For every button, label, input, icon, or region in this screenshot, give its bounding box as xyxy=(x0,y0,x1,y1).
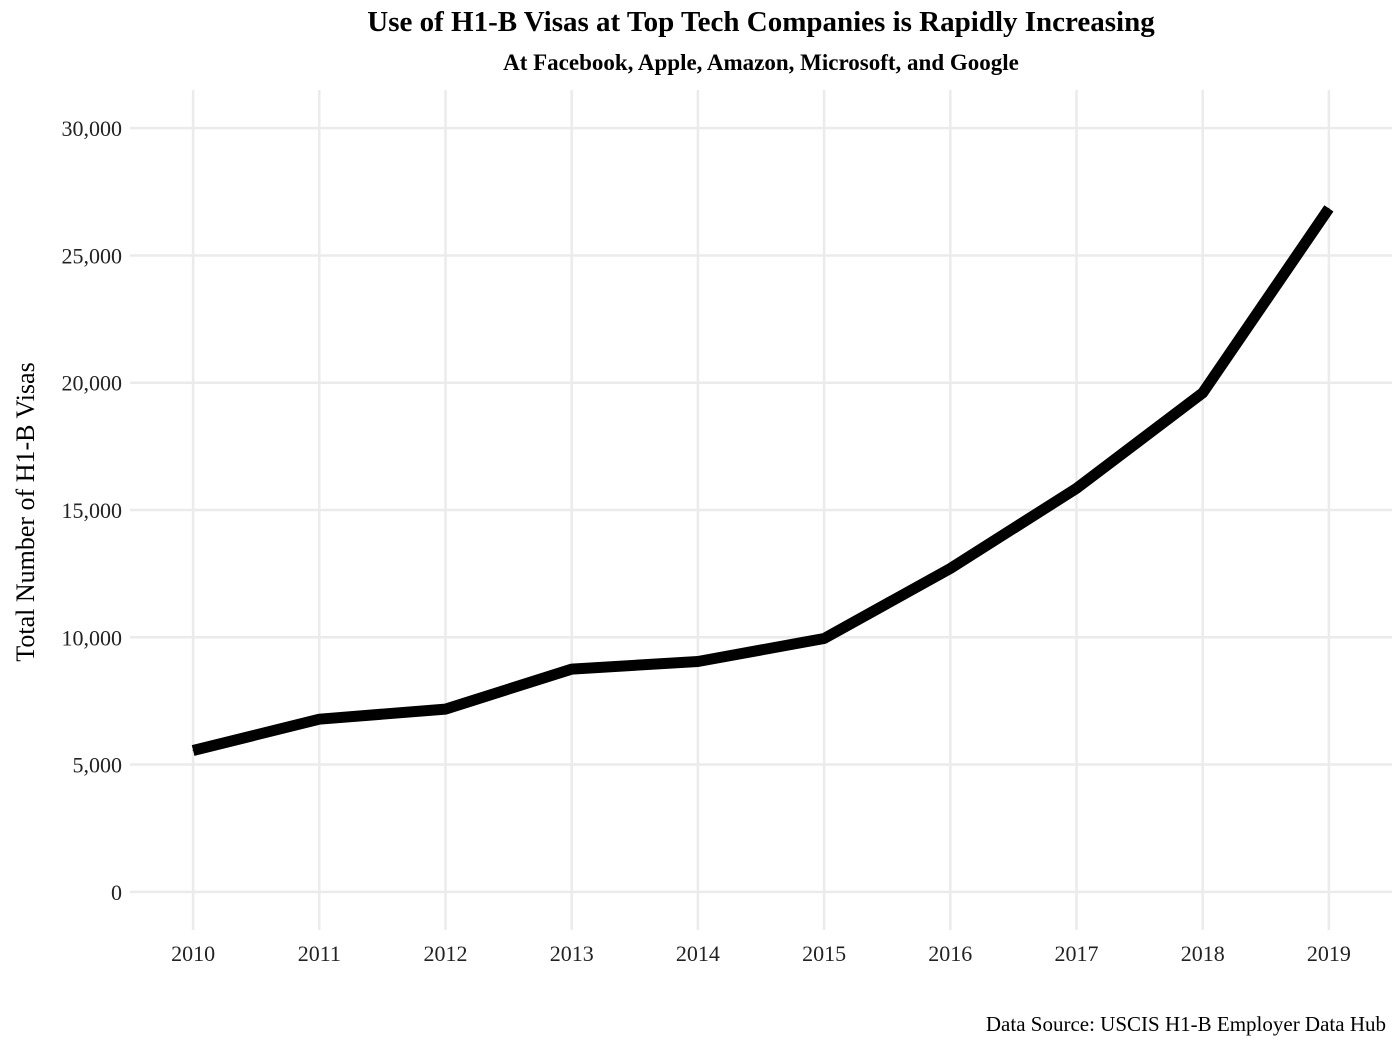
grid-layer xyxy=(130,90,1392,930)
data-point xyxy=(949,568,951,570)
data-point xyxy=(571,668,573,670)
data-point xyxy=(318,718,320,720)
series-line xyxy=(191,205,1334,756)
x-tick-label: 2012 xyxy=(424,941,468,966)
y-axis-label: Total Number of H1-B Visas xyxy=(11,362,40,661)
y-tick-label: 0 xyxy=(111,880,122,905)
x-tick-label: 2017 xyxy=(1055,941,1099,966)
chart-subtitle: At Facebook, Apple, Amazon, Microsoft, a… xyxy=(503,50,1019,75)
data-point xyxy=(1076,487,1077,489)
y-tick-label: 25,000 xyxy=(62,243,123,268)
x-axis-ticks: 2010 2011 2012 2013 2014 2015 2016 2017 2018 2019 xyxy=(171,941,1351,966)
y-axis-ticks: 0 5,000 10,000 15,000 20,000 25,000 30,000 xyxy=(62,116,123,905)
data-point xyxy=(823,638,825,640)
x-tick-label: 2013 xyxy=(550,941,594,966)
y-tick-label: 20,000 xyxy=(62,371,123,396)
y-tick-label: 5,000 xyxy=(73,753,123,778)
x-tick-label: 2019 xyxy=(1307,941,1351,966)
x-tick-label: 2018 xyxy=(1181,941,1225,966)
x-tick-label: 2010 xyxy=(171,941,215,966)
y-tick-label: 30,000 xyxy=(62,116,123,141)
line-layer xyxy=(191,205,1334,756)
data-point xyxy=(445,708,446,710)
y-tick-label: 15,000 xyxy=(62,498,123,523)
data-point xyxy=(1328,207,1330,209)
x-tick-label: 2016 xyxy=(928,941,972,966)
chart-title: Use of H1-B Visas at Top Tech Companies … xyxy=(367,6,1155,38)
x-tick-label: 2011 xyxy=(298,941,341,966)
data-point xyxy=(697,660,699,662)
y-tick-label: 10,000 xyxy=(62,625,123,650)
data-point xyxy=(192,750,194,752)
x-tick-label: 2015 xyxy=(802,941,846,966)
x-tick-label: 2014 xyxy=(676,941,720,966)
data-source-caption: Data Source: USCIS H1-B Employer Data Hu… xyxy=(985,1012,1386,1036)
data-point xyxy=(1202,392,1204,394)
